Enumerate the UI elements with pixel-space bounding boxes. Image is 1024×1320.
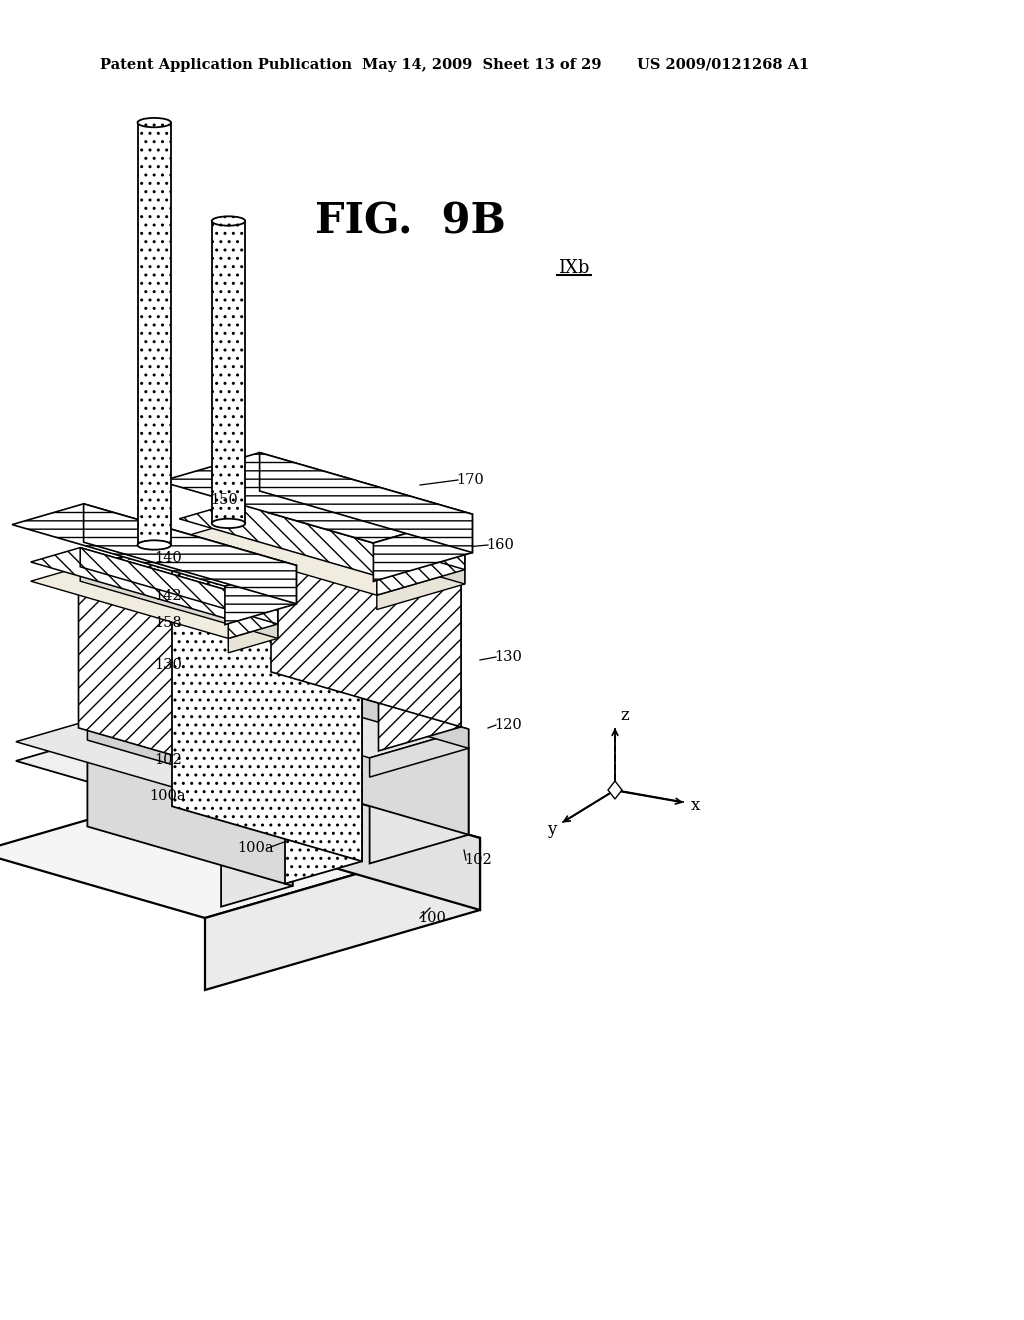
- Text: 158: 158: [155, 616, 182, 630]
- Polygon shape: [179, 512, 465, 595]
- Polygon shape: [205, 838, 480, 990]
- Polygon shape: [31, 566, 278, 639]
- Polygon shape: [16, 741, 293, 820]
- Polygon shape: [137, 123, 171, 545]
- Polygon shape: [165, 689, 469, 777]
- Text: May 14, 2009  Sheet 13 of 29: May 14, 2009 Sheet 13 of 29: [362, 58, 601, 73]
- Polygon shape: [87, 741, 293, 886]
- Polygon shape: [370, 748, 469, 863]
- Text: 102: 102: [155, 752, 182, 767]
- Text: FIG.  9B: FIG. 9B: [314, 201, 506, 243]
- Ellipse shape: [212, 519, 245, 528]
- Polygon shape: [40, 569, 268, 636]
- Polygon shape: [79, 569, 268, 783]
- Polygon shape: [80, 566, 278, 639]
- Text: 142: 142: [155, 589, 182, 603]
- Text: x: x: [690, 796, 699, 813]
- Polygon shape: [377, 570, 465, 610]
- Polygon shape: [230, 624, 268, 795]
- Ellipse shape: [137, 540, 171, 549]
- Polygon shape: [221, 780, 293, 820]
- Polygon shape: [161, 453, 472, 543]
- Text: 120: 120: [495, 718, 522, 733]
- Text: US 2009/0121268 A1: US 2009/0121268 A1: [637, 58, 809, 73]
- Polygon shape: [267, 512, 465, 583]
- Polygon shape: [212, 220, 245, 524]
- Text: 150: 150: [210, 492, 238, 507]
- Polygon shape: [374, 515, 472, 581]
- Polygon shape: [228, 624, 278, 653]
- Polygon shape: [263, 689, 469, 834]
- Ellipse shape: [137, 117, 171, 127]
- Text: z: z: [621, 708, 630, 725]
- Polygon shape: [165, 669, 469, 758]
- Polygon shape: [95, 543, 362, 619]
- Polygon shape: [188, 513, 461, 593]
- Text: 100a: 100a: [150, 789, 186, 803]
- Polygon shape: [271, 513, 461, 727]
- Polygon shape: [0, 772, 480, 917]
- Polygon shape: [80, 548, 278, 624]
- Text: 160: 160: [486, 539, 514, 552]
- Polygon shape: [84, 504, 296, 603]
- Polygon shape: [12, 504, 296, 586]
- Polygon shape: [252, 772, 480, 909]
- Text: 100a: 100a: [238, 841, 274, 855]
- Polygon shape: [179, 494, 465, 576]
- Polygon shape: [228, 605, 278, 639]
- Polygon shape: [263, 669, 469, 748]
- Polygon shape: [267, 494, 465, 570]
- Polygon shape: [285, 597, 362, 883]
- Text: Patent Application Publication: Patent Application Publication: [100, 58, 352, 73]
- Polygon shape: [31, 548, 278, 619]
- Text: y: y: [547, 821, 557, 838]
- Text: 140: 140: [155, 550, 182, 565]
- Polygon shape: [377, 550, 465, 595]
- Polygon shape: [608, 781, 622, 799]
- Polygon shape: [16, 721, 293, 801]
- Polygon shape: [225, 565, 296, 624]
- Polygon shape: [87, 721, 293, 800]
- Ellipse shape: [212, 216, 245, 226]
- Text: 130: 130: [154, 657, 182, 672]
- Text: IXb: IXb: [558, 259, 590, 277]
- Polygon shape: [260, 453, 472, 553]
- Text: 130: 130: [494, 649, 522, 664]
- Text: 100: 100: [418, 911, 445, 925]
- Polygon shape: [370, 729, 469, 777]
- Polygon shape: [172, 543, 362, 861]
- Text: 170: 170: [456, 473, 484, 487]
- Text: 102: 102: [464, 853, 492, 867]
- Polygon shape: [221, 800, 293, 907]
- Polygon shape: [379, 569, 461, 751]
